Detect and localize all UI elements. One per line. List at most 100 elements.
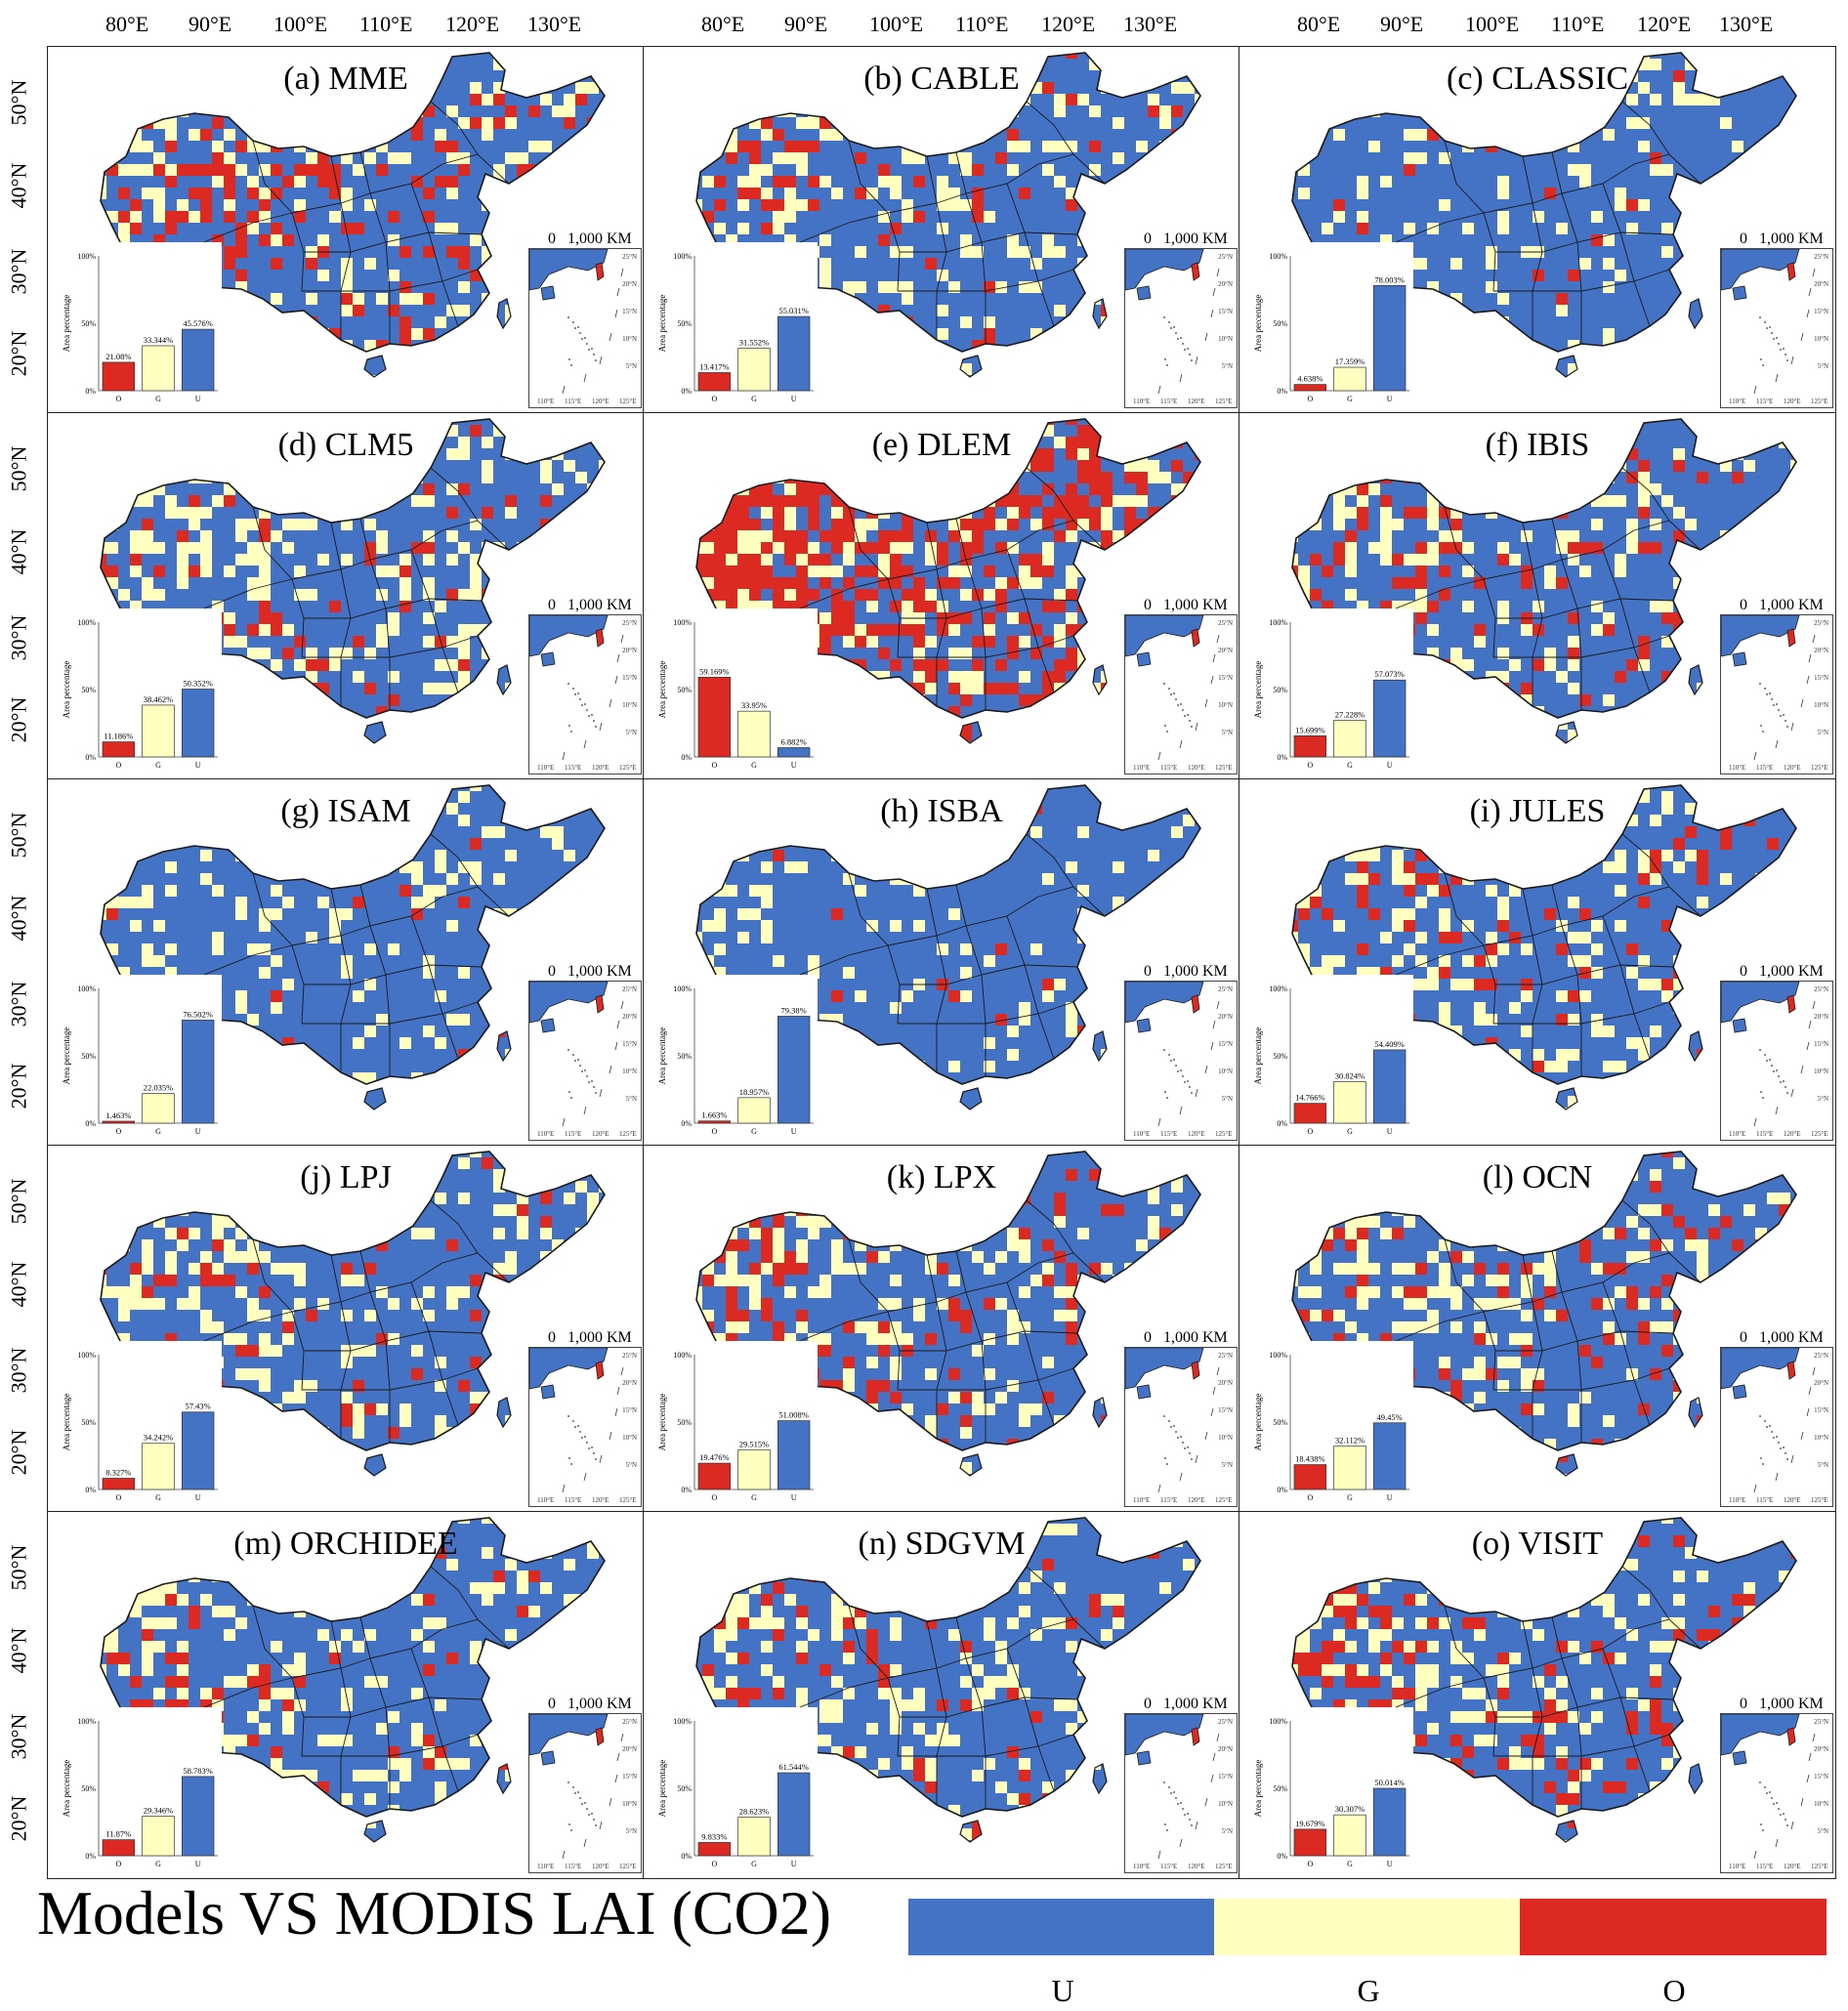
province-border <box>359 1250 371 1293</box>
scale-bar-zero-label: 0 <box>1144 963 1152 980</box>
inset-lat-tick: 25°N <box>622 985 637 993</box>
lat-tick-label: 40°N <box>6 528 31 575</box>
province-border <box>900 964 1078 985</box>
bar-g <box>1333 1445 1366 1490</box>
bar-value-label: 28.623% <box>739 1807 769 1817</box>
bar-ytick-label: 50% <box>81 686 96 694</box>
bar-value-label: 9.833% <box>701 1831 727 1841</box>
bar-category-label: O <box>1307 1127 1313 1136</box>
province-border <box>430 101 479 155</box>
inset-coast <box>529 615 609 657</box>
inset-lon-tick: 125°E <box>1811 398 1828 405</box>
inset-lat-tick: 25°N <box>622 1718 637 1726</box>
bar-value-label: 15.699% <box>1295 725 1324 734</box>
province-border <box>1602 1648 1651 1792</box>
bar-value-label: 32.112% <box>1335 1436 1365 1445</box>
bar-ytick-label: 100% <box>77 618 96 627</box>
province-border <box>369 192 391 344</box>
bar-u <box>181 1020 215 1124</box>
bar-g <box>737 1448 771 1490</box>
bar-g <box>737 710 771 758</box>
inset-lon-tick: 120°E <box>1188 764 1205 772</box>
scale-bar-distance-label: 1,000 KM <box>1759 1696 1824 1712</box>
bar-category-label: O <box>711 761 717 770</box>
inset-lon-tick: 110°E <box>1729 398 1745 405</box>
bar-category-label: G <box>751 1860 757 1868</box>
scale-bar-zero-label: 0 <box>548 963 556 980</box>
bar-ylabel: Area percentage <box>657 661 667 719</box>
bar-value-label: 29.515% <box>739 1439 769 1448</box>
lon-tick-label: 90°E <box>1380 12 1424 36</box>
lat-tick-label: 50°N <box>6 1178 31 1225</box>
inset-lat-tick: 20°N <box>622 280 637 288</box>
legend-swatch-o <box>1520 1899 1827 1955</box>
area-bar-chart: 100% 50% 0% Area percentage 11.87% O 29.346% G 5… <box>56 1707 222 1871</box>
inset-lon-tick: 120°E <box>1784 1130 1801 1138</box>
province-border <box>1495 1697 1674 1718</box>
province-border <box>1493 1001 1670 1025</box>
inset-lat-tick: 15°N <box>1218 1773 1233 1781</box>
lon-tick-label: 130°E <box>527 12 582 36</box>
inset-lon-tick: 115°E <box>565 764 581 772</box>
bar-o <box>102 361 136 392</box>
inset-lon-tick: 125°E <box>1811 1496 1828 1504</box>
inset-lon-tick: 115°E <box>565 1496 581 1504</box>
inset-lon-tick: 120°E <box>1784 764 1801 772</box>
country-border <box>695 1151 1201 1451</box>
inset-lon-tick: 115°E <box>565 1863 581 1870</box>
inset-lat-tick: 5°N <box>1818 1095 1828 1103</box>
bar-category-label: U <box>195 1493 201 1502</box>
country-border <box>1291 784 1797 1085</box>
inset-lat-tick: 5°N <box>1818 1827 1828 1835</box>
bar-value-label: 1.663% <box>701 1110 727 1120</box>
province-border <box>410 549 459 693</box>
bar-o <box>102 1120 136 1124</box>
inset-lon-tick: 115°E <box>1160 1130 1177 1138</box>
bar-category-label: O <box>1307 1493 1313 1502</box>
inset-lon-tick: 125°E <box>1215 1863 1233 1870</box>
south-china-sea-inset: 25°N 20°N 15°N 10°N 5°N 110°E 115°E 120°E 125°E <box>1124 1713 1238 1873</box>
scale-bar-zero-label: 0 <box>1740 963 1747 980</box>
country-border <box>695 784 1201 1085</box>
inset-coast <box>529 249 609 291</box>
inset-lon-tick: 125°E <box>1215 764 1233 772</box>
province-border <box>304 1697 483 1718</box>
bar-value-label: 33.95% <box>741 700 767 710</box>
lat-tick-label: 20°N <box>6 696 31 743</box>
inset-lon-tick: 115°E <box>565 1130 581 1138</box>
province-border <box>1026 1199 1074 1254</box>
inset-lon-tick: 120°E <box>1188 1863 1205 1870</box>
bar-ylabel: Area percentage <box>62 295 71 353</box>
bar-value-label: 19.476% <box>699 1452 729 1462</box>
lon-tick-label: 120°E <box>445 12 500 36</box>
bar-o <box>1293 734 1327 758</box>
province-border <box>1006 183 1055 327</box>
bar-u <box>777 1772 811 1857</box>
inset-lon-tick: 115°E <box>1160 764 1177 772</box>
scale-bar-distance-label: 1,000 KM <box>1759 963 1824 980</box>
bar-category-label: U <box>1387 1860 1393 1868</box>
province-border <box>1551 1616 1563 1659</box>
lat-tick-label: 30°N <box>6 981 31 1027</box>
map-panel: 100% 50% 0% Area percentage 21.08% O 33.344% G 4… <box>47 46 645 414</box>
inset-lat-tick: 10°N <box>1814 1068 1828 1075</box>
bar-category-label: G <box>751 761 757 770</box>
bar-value-label: 30.307% <box>1335 1804 1365 1814</box>
scale-bar-zero-label: 0 <box>1144 597 1152 613</box>
bar-value-label: 21.08% <box>105 352 131 361</box>
province-border <box>1602 549 1651 693</box>
inset-lat-tick: 5°N <box>1222 1461 1233 1469</box>
map-panel: 100% 50% 0% Area percentage 9.833% O 28.623% G 6… <box>643 1511 1240 1879</box>
lat-tick-label: 30°N <box>6 614 31 661</box>
province-border <box>926 1620 938 1669</box>
inset-lat-tick: 15°N <box>1814 1406 1828 1414</box>
bar-ytick-label: 0% <box>681 1486 692 1494</box>
bar-value-label: 57.43% <box>186 1402 211 1411</box>
bar-category-label: G <box>1347 761 1353 770</box>
inset-lon-tick: 125°E <box>1811 764 1828 772</box>
lat-tick-label: 30°N <box>6 1347 31 1394</box>
province-border <box>1495 964 1674 985</box>
bar-ylabel: Area percentage <box>1253 1760 1263 1818</box>
south-china-sea-inset: 25°N 20°N 15°N 10°N 5°N 110°E 115°E 120°E 125°E <box>528 248 642 408</box>
inset-lon-tick: 115°E <box>1160 1496 1177 1504</box>
